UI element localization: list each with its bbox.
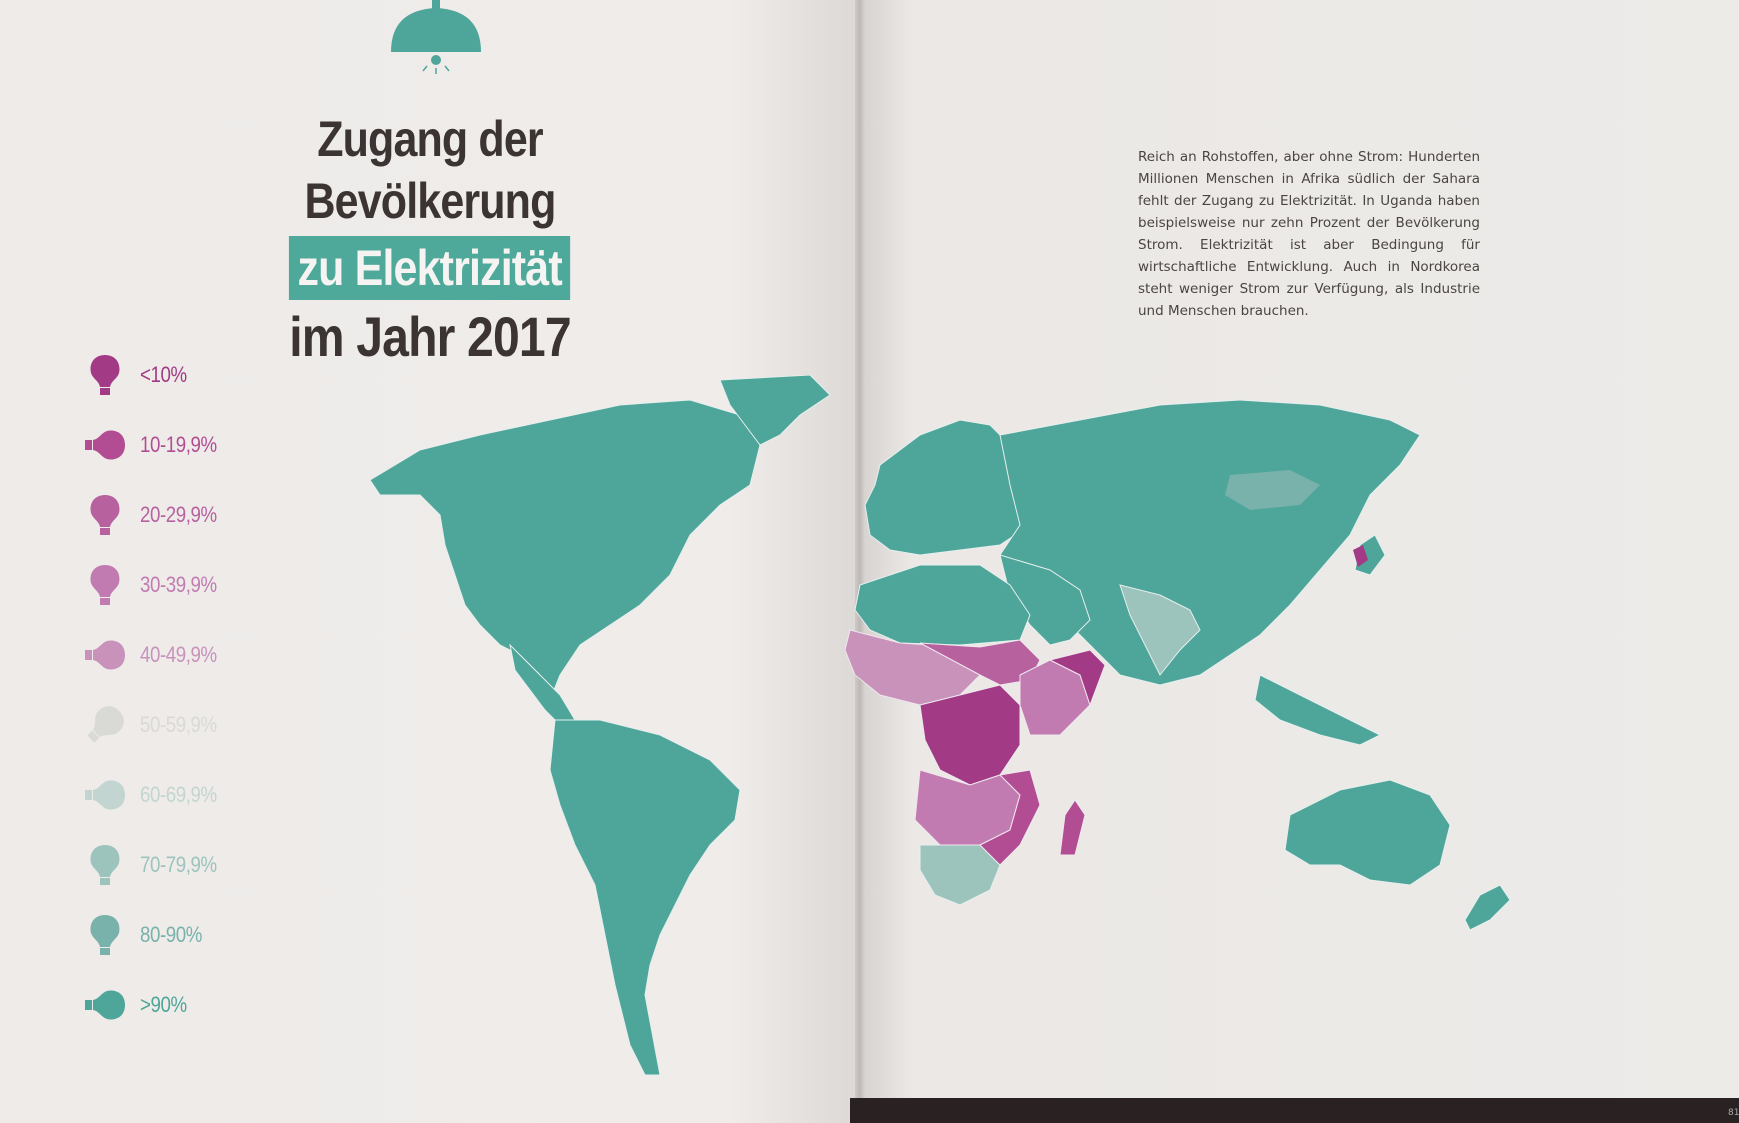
legend-item: 10-19,9%	[70, 420, 230, 470]
legend-label: 50-59,9%	[140, 712, 217, 737]
india-region	[1119, 584, 1201, 676]
legend-item: 50-59,9%	[70, 700, 230, 750]
lightbulb-icon	[70, 910, 140, 960]
south-america	[549, 719, 741, 1076]
australia	[1284, 779, 1451, 886]
legend-label: 80-90%	[140, 922, 202, 947]
title-line-2-highlighted: zu Elektrizität	[289, 236, 571, 300]
lightbulb-icon	[70, 350, 140, 400]
legend-label: >90%	[140, 992, 187, 1017]
lightbulb-icon	[70, 560, 140, 610]
lightbulb-icon	[70, 420, 140, 470]
lightbulb-icon	[70, 980, 140, 1030]
lightbulb-icon	[70, 490, 140, 540]
left-page	[0, 0, 860, 1123]
legend-item: 30-39,9%	[70, 560, 230, 610]
southern-africa	[919, 844, 1001, 906]
mongolia	[1225, 470, 1320, 510]
new-zealand	[1464, 884, 1511, 931]
europe	[864, 419, 1031, 556]
legend-label: 30-39,9%	[140, 572, 217, 597]
legend-label: 20-29,9%	[140, 502, 217, 527]
lightbulb-icon	[70, 700, 140, 750]
lightbulb-icon	[70, 630, 140, 680]
greenland	[719, 375, 831, 446]
lightbulb-icon	[70, 840, 140, 890]
legend-label: 40-49,9%	[140, 642, 217, 667]
map-sub-saharan-africa	[844, 629, 1106, 866]
legend-label: 60-69,9%	[140, 782, 217, 807]
southeast-asia	[1254, 674, 1382, 746]
north-america	[369, 399, 761, 702]
north-korea	[1353, 545, 1368, 567]
legend-item: 80-90%	[70, 910, 213, 960]
horn-of-africa	[1048, 649, 1106, 707]
lightbulb-icon	[70, 770, 140, 820]
description-text: Reich an Rohstoffen, aber ohne Strom: Hu…	[1138, 149, 1480, 319]
legend-label: <10%	[140, 362, 187, 387]
title-line-1: Zugang der Bevölkerung	[304, 111, 556, 229]
page-number: 81	[1728, 1108, 1739, 1118]
legend-item: <10%	[70, 350, 195, 400]
north-africa	[854, 564, 1031, 646]
central-africa	[919, 684, 1021, 786]
ceiling-lamp-icon	[391, 0, 481, 74]
page-title: Zugang der Bevölkerung zu Elektrizität i…	[150, 108, 710, 372]
mozambique-region	[979, 769, 1041, 866]
japan	[1354, 534, 1386, 576]
book-gutter	[855, 0, 865, 1123]
legend-item: 70-79,9%	[70, 840, 230, 890]
world-map	[369, 375, 1511, 1076]
legend-item: 60-69,9%	[70, 770, 230, 820]
legend-item: 20-29,9%	[70, 490, 230, 540]
map-land	[369, 375, 1511, 1076]
legend-item: >90%	[70, 980, 195, 1030]
title-line-3: im Jahr 2017	[289, 305, 571, 368]
legend-label: 70-79,9%	[140, 852, 217, 877]
madagascar	[1059, 799, 1086, 856]
book-edge	[850, 1098, 1739, 1123]
legend-label: 10-19,9%	[140, 432, 217, 457]
legend-item: 40-49,9%	[70, 630, 230, 680]
